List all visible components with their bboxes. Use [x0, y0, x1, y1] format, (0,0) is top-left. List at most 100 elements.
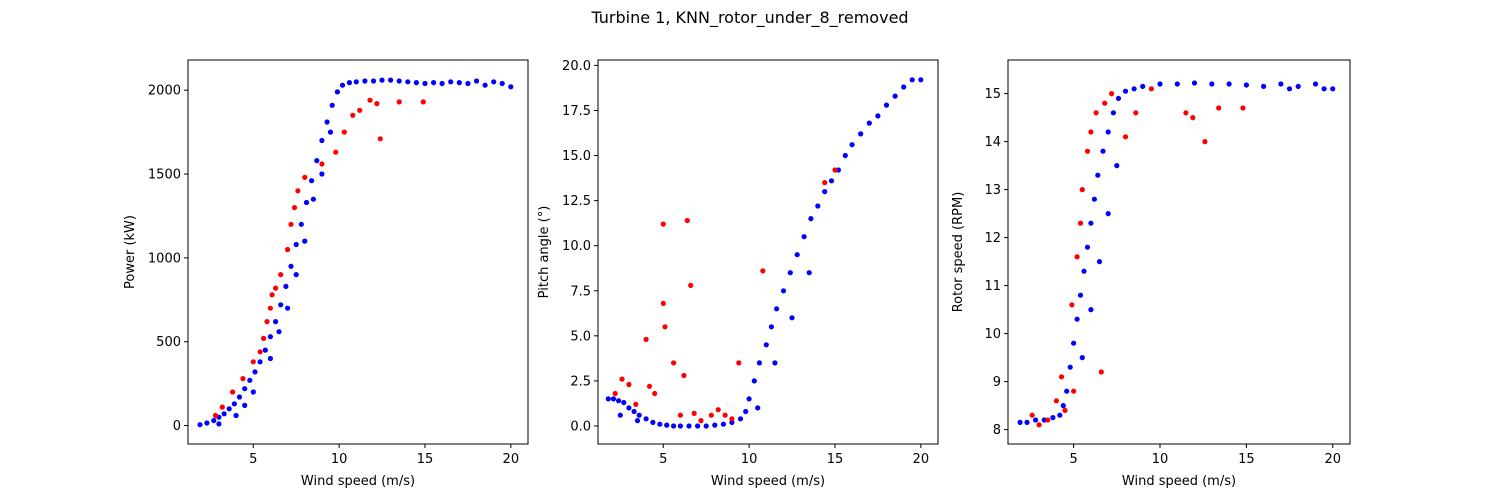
normal-point — [1079, 355, 1085, 361]
normal-point — [252, 369, 258, 375]
normal-point — [448, 79, 454, 85]
normal-point — [657, 421, 663, 427]
flagged-point — [212, 412, 219, 419]
y-tick-label: 14 — [984, 135, 1001, 150]
flagged-point — [688, 282, 694, 288]
normal-point — [729, 419, 735, 425]
normal-point — [231, 401, 237, 407]
normal-point — [780, 288, 787, 294]
normal-point — [751, 378, 757, 384]
flagged-point — [1069, 302, 1075, 308]
y-tick-label: 13 — [984, 183, 1001, 198]
flagged-point — [684, 217, 690, 224]
normal-point — [242, 386, 248, 392]
normal-point — [288, 263, 294, 269]
normal-point — [901, 84, 907, 90]
x-axis-label: Wind speed (m/s) — [301, 474, 415, 489]
normal-point — [806, 270, 812, 276]
normal-point — [1140, 83, 1146, 89]
y-tick-label: 9 — [993, 375, 1001, 390]
y-tick-label: 1000 — [148, 251, 181, 266]
flagged-point — [278, 272, 284, 278]
flagged-point — [691, 410, 697, 416]
x-tick-label: 20 — [503, 452, 520, 467]
normal-point — [789, 315, 795, 321]
normal-point — [1105, 129, 1111, 135]
normal-point — [1114, 163, 1120, 169]
power-curve-panel: 5 10 15 20 0 500 1000 1500 2000 Wind speed (m/s) P… — [123, 59, 529, 489]
flagged-point — [1088, 129, 1094, 135]
normal-point — [482, 82, 488, 88]
normal-point — [822, 189, 828, 195]
y-tick-label: 15.0 — [562, 149, 591, 164]
y-tick-label: 10.0 — [562, 239, 591, 254]
normal-point — [636, 412, 642, 418]
flagged-point — [660, 300, 666, 306]
flagged-point — [295, 188, 301, 194]
y-tick-label: 2000 — [148, 84, 181, 99]
normal-point — [473, 78, 480, 84]
normal-point — [346, 80, 352, 86]
normal-point — [1209, 81, 1215, 87]
x-tick-label: 15 — [827, 452, 844, 467]
normal-point — [1321, 86, 1327, 92]
normal-point — [1131, 86, 1137, 92]
normal-point — [909, 77, 915, 83]
flagged-point — [822, 180, 828, 186]
flagged-point — [273, 285, 279, 291]
pitch-angle-panel: 5 10 15 20 0.0 2.5 5.0 7.5 10.0 12.5 15.0 17.5 20.0 W… — [537, 59, 939, 489]
normal-point — [276, 329, 282, 335]
flagged-point — [285, 246, 291, 253]
normal-point — [1088, 220, 1094, 226]
normal-point — [216, 421, 222, 427]
y-tick-label: 0 — [173, 419, 181, 434]
flagged-point — [1240, 105, 1246, 111]
normal-point — [1157, 81, 1163, 87]
normal-point — [664, 422, 670, 428]
normal-point — [1174, 81, 1180, 87]
x-tick-label: 20 — [1324, 452, 1341, 467]
normal-point — [233, 412, 239, 419]
flagged-point — [1071, 388, 1077, 394]
normal-point — [610, 396, 617, 402]
x-tick-label: 10 — [741, 452, 758, 467]
flagged-point — [1216, 105, 1222, 111]
normal-point — [262, 347, 268, 353]
y-tick-label: 7.5 — [570, 284, 591, 299]
y-tick-label: 10 — [984, 327, 1001, 342]
flagged-point — [1077, 220, 1084, 226]
normal-point — [686, 423, 692, 429]
normal-point — [743, 408, 749, 415]
normal-point — [293, 241, 299, 248]
flagged-point — [367, 97, 373, 103]
y-tick-label: 12.5 — [562, 194, 591, 209]
normal-point — [257, 359, 263, 365]
flagged-point — [662, 324, 668, 330]
flagged-point — [1133, 110, 1139, 116]
x-axis-label: Wind speed (m/s) — [711, 474, 825, 489]
normal-point — [842, 152, 848, 159]
normal-point — [267, 355, 273, 362]
normal-point — [465, 80, 471, 87]
normal-point — [763, 342, 769, 348]
flagged-point — [350, 112, 356, 118]
normal-point — [621, 399, 627, 406]
flagged-point — [1045, 417, 1051, 423]
normal-point — [250, 389, 256, 395]
normal-point — [1033, 417, 1039, 423]
flagged-point — [1079, 187, 1085, 193]
flagged-point — [612, 390, 618, 397]
flagged-point — [240, 376, 246, 382]
flagged-point — [291, 205, 298, 211]
normal-point — [875, 113, 881, 119]
normal-point — [1060, 403, 1066, 409]
flagged-point — [1036, 422, 1042, 428]
normal-point — [1064, 388, 1070, 394]
normal-point — [1105, 211, 1111, 217]
normal-point — [1091, 196, 1097, 202]
flagged-point — [396, 99, 402, 105]
normal-point — [353, 79, 359, 85]
normal-point — [197, 422, 203, 428]
flagged-point — [1029, 412, 1035, 418]
